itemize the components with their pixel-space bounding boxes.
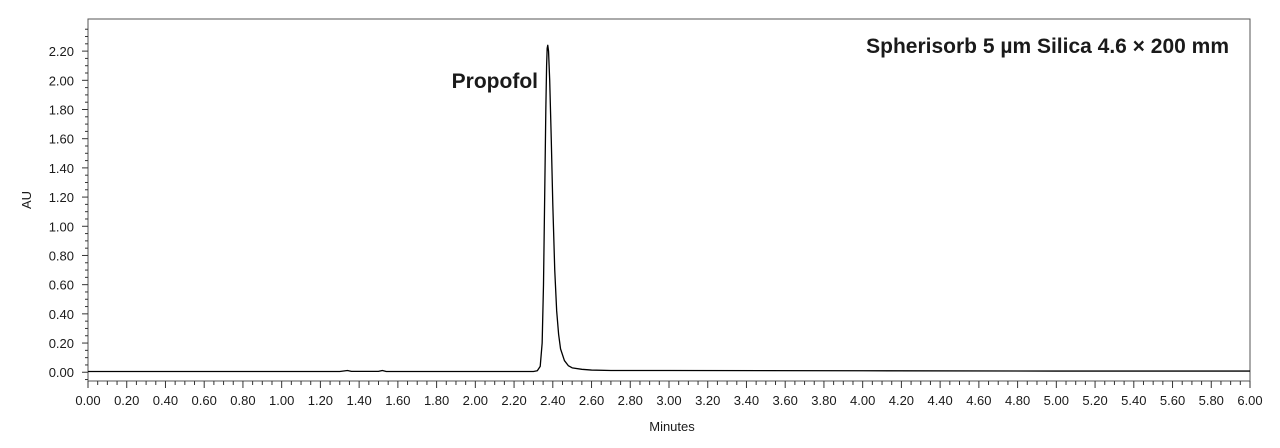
- y-tick-label: 0.00: [49, 365, 74, 380]
- series-trace: [88, 44, 1250, 373]
- series-group: [88, 44, 1250, 373]
- x-tick-label: 6.00: [1237, 393, 1262, 408]
- y-axis-title: AU: [19, 191, 34, 209]
- y-axis-tick-labels: 0.00 0.20 0.40 0.60 0.80 1.00 1.20 1.40 1.60 1.80…: [49, 44, 74, 380]
- x-tick-label: 0.20: [114, 393, 139, 408]
- x-tick-label: 2.00: [463, 393, 488, 408]
- x-tick-label: 2.80: [618, 393, 643, 408]
- y-tick-label: 1.20: [49, 190, 74, 205]
- x-axis-title: Minutes: [649, 419, 695, 434]
- x-tick-label: 3.80: [811, 393, 836, 408]
- y-tick-label: 1.40: [49, 161, 74, 176]
- x-tick-label: 3.40: [734, 393, 759, 408]
- x-tick-label: 5.20: [1082, 393, 1107, 408]
- x-tick-label: 3.00: [656, 393, 681, 408]
- x-tick-label: 1.40: [346, 393, 371, 408]
- x-tick-label: 3.20: [695, 393, 720, 408]
- x-tick-label: 5.00: [1044, 393, 1069, 408]
- y-tick-label: 1.60: [49, 132, 74, 147]
- y-tick-label: 0.60: [49, 278, 74, 293]
- x-tick-label: 2.20: [501, 393, 526, 408]
- x-tick-label: 3.60: [773, 393, 798, 408]
- chart-title: Spherisorb 5 µm Silica 4.6 × 200 mm: [866, 35, 1229, 58]
- y-tick-label: 0.80: [49, 248, 74, 263]
- peak-label-propofol: Propofol: [452, 70, 538, 93]
- x-tick-label: 4.20: [889, 393, 914, 408]
- x-tick-label: 4.60: [966, 393, 991, 408]
- x-axis-tick-labels: 0.00 0.20 0.40 0.60 0.80 1.00 1.20 1.40 1.60 1.80…: [75, 393, 1262, 408]
- x-tick-label: 0.80: [230, 393, 255, 408]
- x-tick-label: 5.80: [1199, 393, 1224, 408]
- x-tick-label: 2.40: [540, 393, 565, 408]
- x-tick-label: 0.40: [153, 393, 178, 408]
- y-tick-label: 0.40: [49, 307, 74, 322]
- x-tick-label: 4.80: [1005, 393, 1030, 408]
- x-tick-label: 0.60: [192, 393, 217, 408]
- y-tick-label: 1.80: [49, 103, 74, 118]
- x-tick-label: 5.40: [1121, 393, 1146, 408]
- y-tick-label: 0.20: [49, 336, 74, 351]
- y-tick-label: 2.20: [49, 44, 74, 59]
- x-tick-label: 5.60: [1160, 393, 1185, 408]
- x-tick-label: 1.80: [424, 393, 449, 408]
- x-tick-label: 1.00: [269, 393, 294, 408]
- x-tick-label: 1.60: [385, 393, 410, 408]
- y-tick-label: 1.00: [49, 219, 74, 234]
- plot-frame: [87, 18, 1251, 382]
- y-tick-label: 2.00: [49, 73, 74, 88]
- x-tick-label: 1.20: [308, 393, 333, 408]
- x-tick-label: 0.00: [75, 393, 100, 408]
- x-tick-label: 4.00: [850, 393, 875, 408]
- x-tick-label: 4.40: [927, 393, 952, 408]
- x-tick-label: 2.60: [579, 393, 604, 408]
- y-axis-ticks: [82, 28, 88, 381]
- x-axis-ticks: [87, 381, 1251, 388]
